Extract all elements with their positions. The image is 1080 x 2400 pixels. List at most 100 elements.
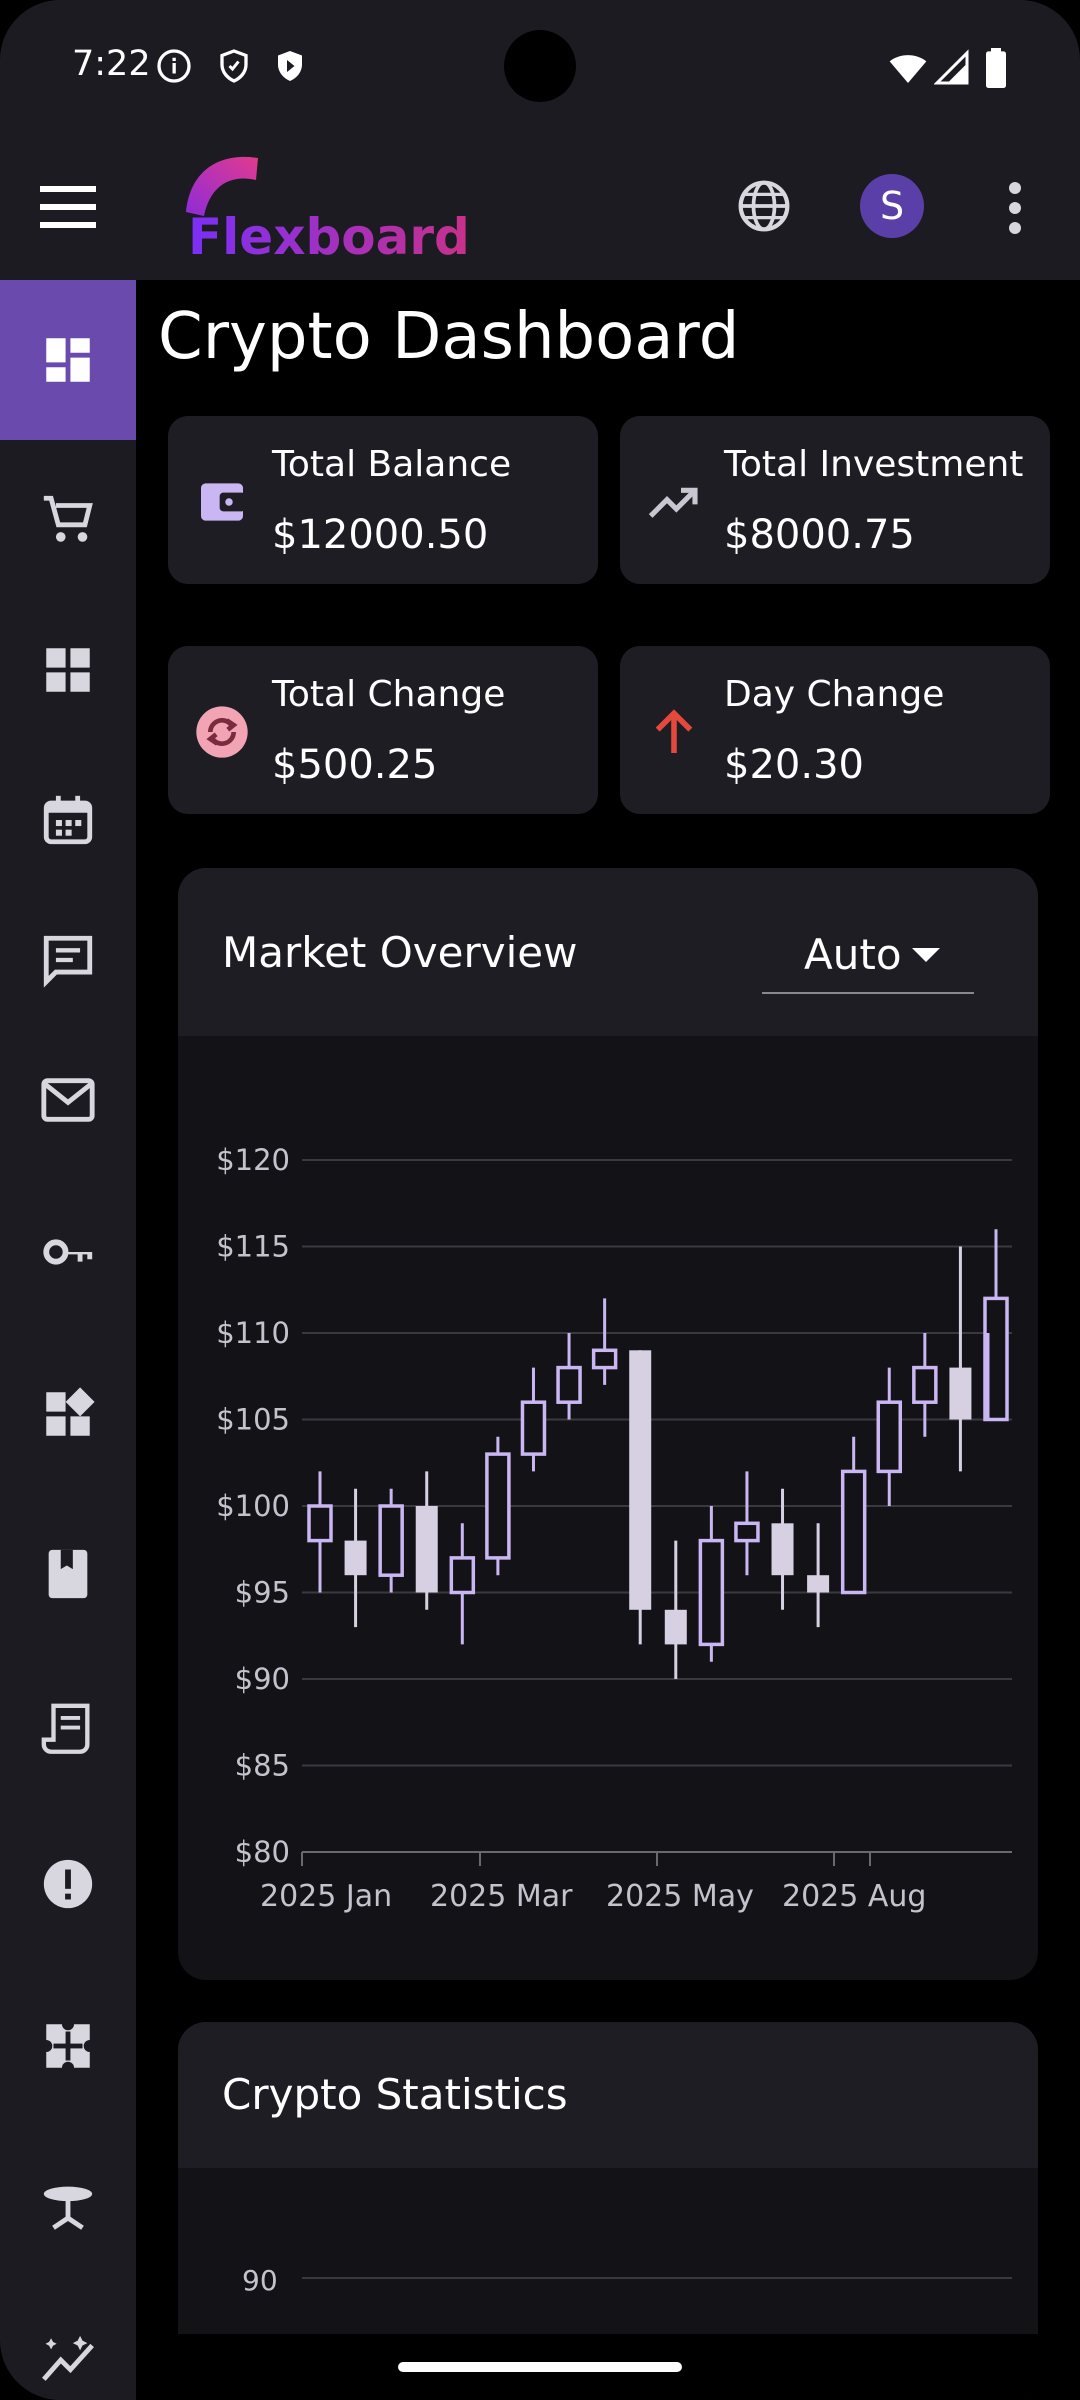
candle-body bbox=[415, 1506, 438, 1593]
stat-card-day-change: Day Change $20.30 bbox=[620, 646, 1050, 814]
cart-icon bbox=[43, 495, 93, 542]
chevron-down-icon bbox=[912, 948, 940, 962]
candle-body bbox=[485, 1452, 511, 1560]
wifi-icon bbox=[889, 55, 927, 83]
stat-label: Total Balance bbox=[272, 444, 512, 485]
nav-item-insights[interactable] bbox=[0, 2280, 136, 2400]
nav-item-mail[interactable] bbox=[0, 1020, 136, 1180]
market-overview-title: Market Overview bbox=[222, 928, 578, 977]
nav-item-docs[interactable] bbox=[0, 1494, 136, 1654]
y-tick-label: $115 bbox=[216, 1230, 290, 1264]
receipt-icon bbox=[41, 1703, 90, 1754]
x-tick-label: 2025 Jan bbox=[260, 1879, 392, 1914]
mail-icon bbox=[41, 1078, 95, 1122]
nav-item-tables[interactable] bbox=[0, 2126, 136, 2286]
nav-item-errors[interactable] bbox=[0, 1804, 136, 1964]
candle-body bbox=[734, 1521, 760, 1543]
candle-body bbox=[771, 1523, 794, 1576]
more-vert-icon[interactable] bbox=[1000, 180, 1030, 236]
y-tick-label: 90 bbox=[242, 2264, 278, 2297]
candle-body bbox=[591, 1348, 618, 1370]
shield-icon bbox=[220, 49, 248, 83]
y-tick-label: $85 bbox=[235, 1749, 290, 1783]
crypto-statistics-header: Crypto Statistics bbox=[178, 2022, 1038, 2168]
candle-body bbox=[664, 1609, 687, 1645]
page-title: Crypto Dashboard bbox=[158, 300, 740, 374]
nav-item-chat[interactable] bbox=[0, 880, 136, 1040]
camera-cutout bbox=[504, 30, 576, 102]
candle-body bbox=[949, 1367, 972, 1420]
x-tick-label: 2025 Aug bbox=[782, 1879, 926, 1914]
stat-value: $12000.50 bbox=[272, 512, 489, 558]
candle-body bbox=[983, 1296, 1009, 1422]
dashboard-icon bbox=[46, 338, 90, 382]
status-time: 7:22 bbox=[72, 44, 151, 84]
nav-item-calendar[interactable] bbox=[0, 740, 136, 900]
candle-body bbox=[807, 1575, 830, 1593]
arrow-up-icon bbox=[655, 709, 693, 753]
market-overview-header: Market Overview Auto bbox=[178, 868, 1038, 1036]
grid-icon bbox=[46, 648, 90, 692]
insights-icon bbox=[42, 2335, 94, 2381]
info-icon bbox=[157, 49, 191, 83]
puzzle-icon bbox=[40, 2018, 96, 2074]
crypto-statistics-title: Crypto Statistics bbox=[222, 2070, 568, 2119]
chat-icon bbox=[43, 935, 93, 988]
candle-body bbox=[520, 1400, 547, 1456]
app-bar: Flexboard S bbox=[0, 132, 1080, 280]
language-globe-icon[interactable] bbox=[736, 178, 792, 234]
flexboard-logo[interactable]: Flexboard bbox=[176, 150, 470, 270]
x-tick-label: 2025 Mar bbox=[430, 1879, 573, 1914]
trending-up-icon bbox=[648, 487, 698, 518]
book-icon bbox=[48, 1549, 88, 1599]
stat-card-total-investment: Total Investment $8000.75 bbox=[620, 416, 1050, 584]
candle-body bbox=[840, 1469, 867, 1595]
candle-body bbox=[876, 1400, 903, 1474]
y-tick-label: $95 bbox=[235, 1576, 290, 1610]
y-tick-label: $90 bbox=[235, 1662, 290, 1696]
chart-range-value: Auto bbox=[804, 930, 902, 979]
nav-item-components[interactable] bbox=[0, 1966, 136, 2126]
candle-body bbox=[556, 1365, 582, 1404]
widgets-icon bbox=[46, 1387, 95, 1436]
stat-card-total-balance: Total Balance $12000.50 bbox=[168, 416, 598, 584]
candle-body bbox=[307, 1504, 333, 1543]
chart-range-select[interactable]: Auto bbox=[762, 918, 974, 994]
candlestick-chart[interactable]: $80 $85 $90 $95 $100 $105 $110 $115 $120 2025 Jan… bbox=[178, 1036, 1038, 1980]
nav-item-widgets[interactable] bbox=[0, 1334, 136, 1494]
user-avatar[interactable]: S bbox=[860, 174, 924, 238]
candle-body bbox=[344, 1540, 367, 1576]
candle-body bbox=[449, 1556, 476, 1595]
x-tick-label: 2025 May bbox=[606, 1879, 754, 1914]
menu-icon[interactable] bbox=[36, 182, 100, 230]
nav-item-dashboard[interactable] bbox=[0, 280, 136, 440]
nav-item-apps[interactable] bbox=[0, 590, 136, 750]
key-icon bbox=[43, 1239, 93, 1265]
sync-icon bbox=[196, 706, 248, 758]
market-overview-card: Market Overview Auto $80 $85 $90 $95 $100 $10… bbox=[178, 868, 1038, 1980]
stat-card-total-change: Total Change $500.25 bbox=[168, 646, 598, 814]
stat-value: $20.30 bbox=[724, 742, 864, 788]
table-icon bbox=[43, 2186, 93, 2230]
y-tick-label: $110 bbox=[216, 1316, 290, 1350]
nav-item-auth[interactable] bbox=[0, 1172, 136, 1332]
signal-icon bbox=[934, 49, 969, 85]
candle-body bbox=[629, 1350, 652, 1610]
stat-label: Total Change bbox=[272, 674, 506, 715]
error-icon bbox=[43, 1859, 93, 1909]
home-indicator[interactable] bbox=[398, 2362, 682, 2372]
logo-text: Flexboard bbox=[188, 208, 470, 266]
nav-item-ecommerce[interactable] bbox=[0, 440, 136, 600]
status-bar: 7:22 bbox=[0, 0, 1080, 132]
nav-item-invoice[interactable] bbox=[0, 1650, 136, 1810]
battery-icon bbox=[986, 48, 1006, 88]
play-protect-icon bbox=[278, 51, 302, 81]
stat-label: Day Change bbox=[724, 674, 945, 715]
stat-value: $500.25 bbox=[272, 742, 438, 788]
y-tick-label: $120 bbox=[216, 1143, 290, 1177]
y-tick-label: $100 bbox=[216, 1489, 290, 1523]
stat-label: Total Investment bbox=[724, 444, 1024, 485]
calendar-icon bbox=[43, 795, 93, 845]
stat-value: $8000.75 bbox=[724, 512, 915, 558]
